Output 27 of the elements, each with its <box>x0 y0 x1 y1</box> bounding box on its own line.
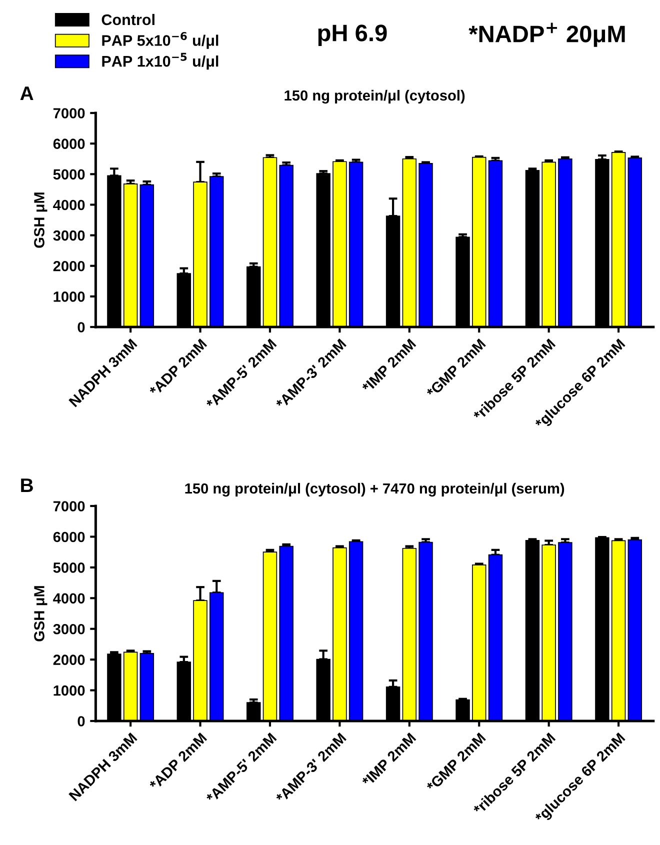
legend-label: PAP 1x10$^{−5}$ u/μl <box>102 52 218 70</box>
y-axis-title: GSH μM <box>34 586 48 642</box>
text: pH 6.9 <box>318 24 387 46</box>
legend-label: PAP 5x10$^{−6}$ u/μl <box>102 32 218 49</box>
y-tick-label: 3000 <box>53 230 85 241</box>
y-tick-label: 4000 <box>53 593 85 604</box>
y-tick-label: 4000 <box>53 200 85 210</box>
y-tick-label: 1000 <box>54 292 85 302</box>
y-tick-label: 5000 <box>53 562 85 573</box>
chart-title: 150 ng protein/μl (cytosol) <box>284 90 465 104</box>
chart-title: 150 ng protein/μl (cytosol) + 7470 ng protein/μl (serum) <box>185 482 564 497</box>
y-tick-label: 0 <box>78 322 85 332</box>
y-tick-label: 7000 <box>53 501 85 512</box>
y-axis-title: GSH μM <box>34 192 48 248</box>
text: B <box>21 478 33 492</box>
y-tick-label: 6000 <box>53 138 85 149</box>
y-tick-label: 7000 <box>53 108 85 118</box>
y-tick-label: 2000 <box>53 260 85 272</box>
y-tick-label: 1000 <box>54 685 85 696</box>
y-tick-label: 6000 <box>53 532 85 542</box>
text: *NADP$^{+}$ 20μM <box>468 22 625 47</box>
legend-label: Control <box>102 14 154 26</box>
y-tick-label: 2000 <box>53 654 85 665</box>
y-tick-label: 0 <box>78 716 85 726</box>
y-tick-label: 5000 <box>53 169 85 180</box>
y-tick-label: 3000 <box>53 624 85 634</box>
text: A <box>20 86 34 100</box>
